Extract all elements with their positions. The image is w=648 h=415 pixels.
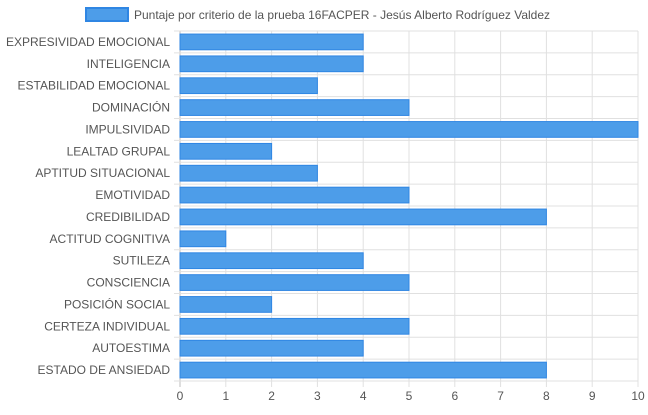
- bar[interactable]: [179, 99, 410, 116]
- legend[interactable]: Puntaje por criterio de la prueba 16FACP…: [85, 7, 550, 22]
- grid: [174, 30, 639, 387]
- category-label: IMPULSIVIDAD: [85, 122, 170, 136]
- bar[interactable]: [179, 252, 364, 270]
- bar[interactable]: [179, 77, 318, 95]
- x-tick-label: 1: [222, 389, 229, 403]
- category-labels: EXPRESIVIDAD EMOCIONAL INTELIGENCIA ESTABI…: [6, 35, 170, 377]
- x-tick-label: 8: [543, 389, 550, 403]
- category-label: CREDIBILIDAD: [86, 210, 170, 224]
- x-tick-label: 9: [589, 389, 596, 403]
- bar[interactable]: [179, 274, 410, 291]
- legend-swatch: [85, 7, 129, 22]
- x-tick-label: 0: [177, 389, 184, 403]
- bar[interactable]: [179, 186, 410, 204]
- bar[interactable]: [179, 296, 273, 313]
- category-label: SUTILEZA: [113, 254, 170, 268]
- category-label: LEALTAD GRUPAL: [67, 144, 171, 158]
- x-tick-label: 5: [406, 389, 413, 403]
- bar[interactable]: [179, 164, 318, 182]
- category-label: ACTITUD COGNITIVA: [50, 232, 170, 246]
- bar[interactable]: [179, 361, 547, 379]
- bar[interactable]: [179, 121, 639, 138]
- category-label: POSICIÓN SOCIAL: [64, 296, 170, 311]
- category-label: APTITUD SITUACIONAL: [35, 166, 170, 180]
- legend-label: Puntaje por criterio de la prueba 16FACP…: [134, 8, 550, 22]
- bar[interactable]: [179, 142, 273, 160]
- category-label: CONSCIENCIA: [87, 276, 170, 290]
- x-tick-label: 7: [497, 389, 504, 403]
- category-label: CERTEZA INDIVIDUAL: [44, 319, 170, 333]
- category-label: INTELIGENCIA: [87, 57, 170, 71]
- bar[interactable]: [179, 208, 547, 226]
- bar[interactable]: [179, 230, 227, 248]
- x-tick-label: 2: [268, 389, 275, 403]
- x-tick-label: 3: [314, 389, 321, 403]
- x-tick-label: 4: [360, 389, 367, 403]
- x-tick-labels: 0 1 2 3 4 5 6 7 8 9 10: [177, 389, 645, 403]
- x-tick-label: 10: [631, 389, 645, 403]
- category-label: ESTADO DE ANSIEDAD: [38, 363, 171, 377]
- bar[interactable]: [179, 339, 364, 357]
- bars: [179, 33, 639, 379]
- x-tick-label: 6: [451, 389, 458, 403]
- category-label: DOMINACIÓN: [92, 100, 170, 115]
- category-label: EMOTIVIDAD: [95, 188, 170, 202]
- category-label: AUTOESTIMA: [92, 341, 170, 355]
- category-label: EXPRESIVIDAD EMOCIONAL: [6, 35, 170, 49]
- bar[interactable]: [179, 55, 364, 73]
- category-label: ESTABILIDAD EMOCIONAL: [18, 79, 171, 93]
- bar[interactable]: [179, 33, 364, 51]
- bar[interactable]: [179, 317, 410, 335]
